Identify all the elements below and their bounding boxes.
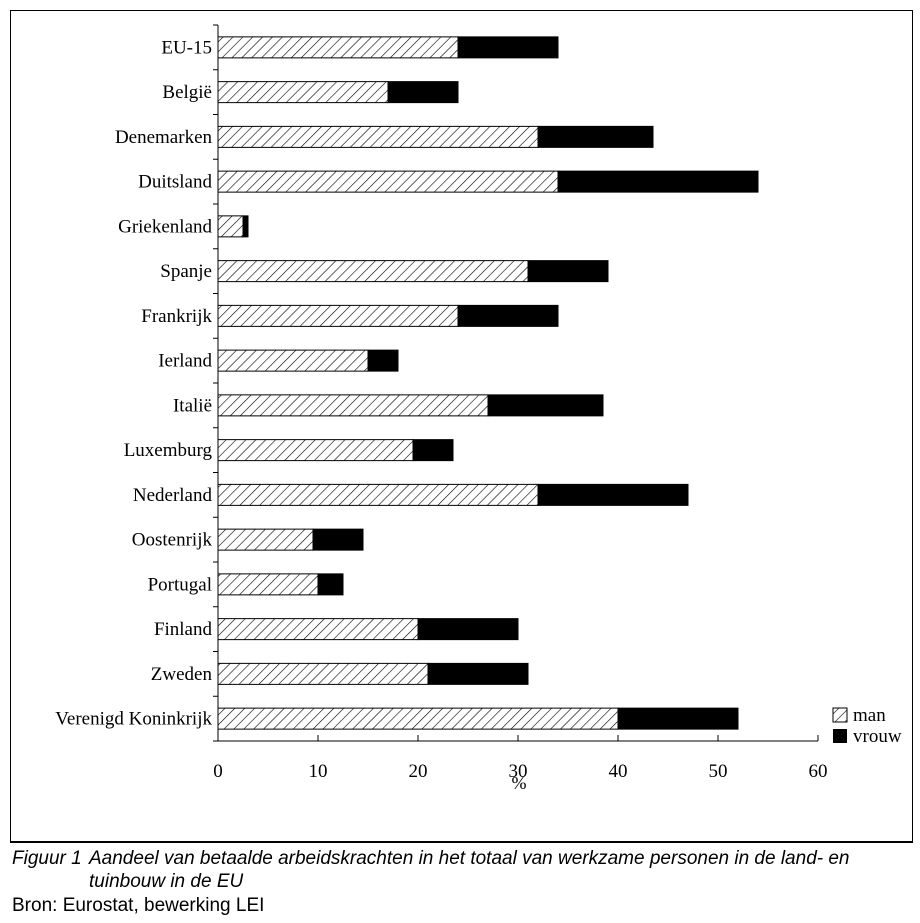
bar-vrouw-2 <box>537 125 654 148</box>
category-label: België <box>162 82 212 103</box>
x-tick-label: 40 <box>609 761 628 782</box>
legend: man vrouw <box>832 705 902 747</box>
bar-man-10 <box>217 483 539 506</box>
bar-vrouw-11 <box>312 528 364 551</box>
category-label: Zweden <box>151 664 213 685</box>
bar-man-13 <box>217 618 419 641</box>
bar-vrouw-4 <box>242 215 249 238</box>
bar-man-11 <box>217 528 314 551</box>
bar-vrouw-8 <box>487 394 604 417</box>
legend-swatch-man <box>832 707 848 723</box>
category-label: Frankrijk <box>141 306 212 327</box>
bar-vrouw-15 <box>617 707 739 730</box>
bar-vrouw-6 <box>457 304 559 327</box>
bar-man-12 <box>217 573 319 596</box>
category-label: Luxemburg <box>124 440 213 461</box>
axis-layer <box>213 24 819 742</box>
bar-man-15 <box>217 707 619 730</box>
category-label: EU-15 <box>161 37 212 58</box>
caption-divider <box>10 842 913 843</box>
category-label: Oostenrijk <box>132 530 213 551</box>
figure-label: Figuur 1 <box>12 848 82 869</box>
category-label: Duitsland <box>138 172 212 193</box>
category-label: Portugal <box>148 574 212 595</box>
bar-man-5 <box>217 260 529 283</box>
category-label: Nederland <box>133 485 213 506</box>
figure-source: Bron: Eurostat, bewerking LEI <box>12 895 265 916</box>
legend-swatch-vrouw <box>833 729 847 743</box>
bar-man-3 <box>217 170 559 193</box>
bar-vrouw-9 <box>412 439 454 462</box>
bar-man-7 <box>217 349 369 372</box>
x-tick-label: 30 <box>509 761 528 782</box>
figure-caption: Figuur 1 Aandeel van betaalde arbeidskra… <box>12 847 907 917</box>
x-tick-label: 50 <box>709 761 728 782</box>
x-tick-label: 20 <box>409 761 428 782</box>
x-axis-title: % <box>512 773 527 793</box>
category-label: Denemarken <box>115 127 213 148</box>
bar-man-2 <box>217 125 539 148</box>
category-label: Ierland <box>158 351 212 372</box>
bar-vrouw-0 <box>457 36 559 59</box>
labels-layer: EU-15 België Denemarken Duitsland Griekenlan… <box>55 37 827 782</box>
bar-vrouw-12 <box>317 573 344 596</box>
category-label: Spanje <box>160 261 212 282</box>
bar-man-4 <box>217 215 244 238</box>
bar-vrouw-10 <box>537 483 689 506</box>
legend-label-man: man <box>853 705 886 726</box>
bar-man-8 <box>217 394 489 417</box>
bar-man-1 <box>217 81 389 104</box>
x-tick-label: 60 <box>809 761 828 782</box>
bar-vrouw-14 <box>427 662 529 685</box>
bar-man-14 <box>217 662 429 685</box>
bars-layer <box>217 36 759 730</box>
bar-vrouw-3 <box>557 170 759 193</box>
stacked-bar-chart: EU-15 België Denemarken Duitsland Griekenlan… <box>55 24 902 793</box>
legend-label-vrouw: vrouw <box>853 726 902 747</box>
chart-frame: EU-15 België Denemarken Duitsland Griekenlan… <box>10 10 913 842</box>
category-label: Finland <box>154 619 213 640</box>
category-label: Verenigd Koninkrijk <box>55 709 212 730</box>
bar-vrouw-7 <box>367 349 399 372</box>
bar-vrouw-13 <box>417 618 519 641</box>
bar-man-0 <box>217 36 459 59</box>
category-label: Griekenland <box>118 216 212 237</box>
x-tick-label: 0 <box>213 761 223 782</box>
bar-man-6 <box>217 304 459 327</box>
bar-vrouw-1 <box>387 81 459 104</box>
bar-man-9 <box>217 439 414 462</box>
category-label: Italië <box>173 395 212 416</box>
x-tick-label: 10 <box>309 761 328 782</box>
figure-title: Aandeel van betaalde arbeidskrachten in … <box>89 848 850 892</box>
bar-vrouw-5 <box>527 260 609 283</box>
